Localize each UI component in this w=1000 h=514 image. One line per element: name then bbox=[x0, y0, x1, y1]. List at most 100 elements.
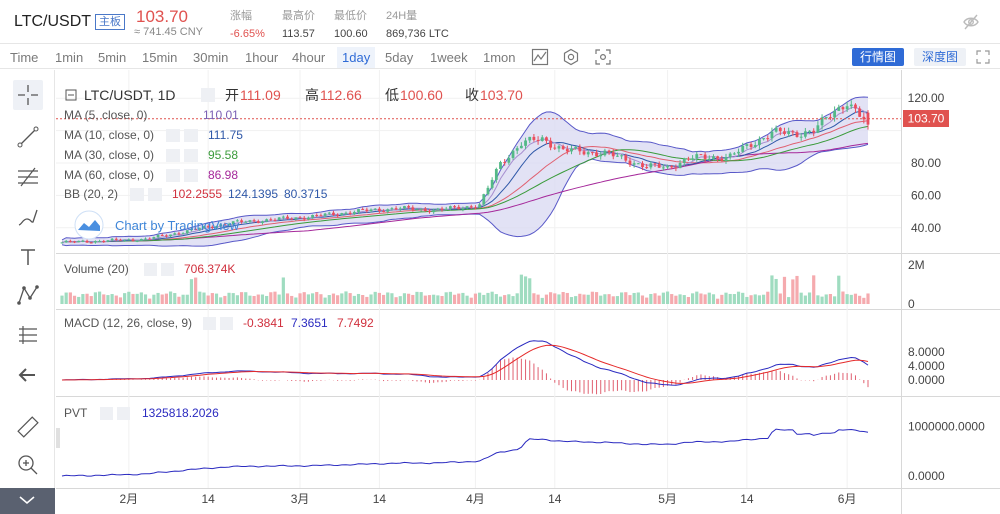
volume-bar bbox=[315, 291, 319, 304]
tab-depth-chart[interactable]: 深度图 bbox=[914, 48, 966, 66]
crosshair-icon[interactable] bbox=[13, 80, 43, 110]
volume-bar bbox=[135, 293, 139, 304]
volume-bar bbox=[473, 293, 478, 304]
volume-bar bbox=[452, 294, 457, 304]
candle-body bbox=[783, 131, 786, 134]
screenshot-icon[interactable] bbox=[594, 48, 612, 66]
candle-body bbox=[411, 207, 415, 210]
candle-body bbox=[144, 238, 147, 240]
candle-body bbox=[482, 194, 486, 205]
tf-5min[interactable]: 5min bbox=[98, 50, 127, 65]
bb-basis-value: 102.2555 bbox=[172, 187, 222, 201]
tf-1mon[interactable]: 1mon bbox=[483, 50, 516, 65]
volume-bar bbox=[398, 296, 402, 304]
pattern-tool-icon[interactable] bbox=[13, 280, 43, 310]
candle-body bbox=[749, 144, 753, 148]
symbol-name[interactable]: LTC/USDT bbox=[14, 13, 92, 30]
prediction-tool-icon[interactable] bbox=[13, 320, 43, 350]
ruler-icon[interactable] bbox=[13, 412, 43, 442]
candle-body bbox=[724, 157, 728, 161]
pvt-value: 1325818.2026 bbox=[142, 406, 219, 420]
volume-bar bbox=[603, 294, 607, 304]
tf-15min[interactable]: 15min bbox=[142, 50, 178, 65]
volume-bar bbox=[118, 297, 123, 304]
tf-1hour[interactable]: 1hour bbox=[245, 50, 279, 65]
collapse-sidebar-icon[interactable] bbox=[0, 488, 55, 514]
collapse-pane-icon[interactable] bbox=[65, 89, 77, 101]
candle-body bbox=[407, 206, 411, 208]
candle-body bbox=[524, 140, 527, 146]
fullscreen-icon[interactable] bbox=[974, 48, 992, 66]
candle-body bbox=[636, 163, 640, 165]
candle-body bbox=[73, 241, 76, 243]
time-tick-label: 6月 bbox=[838, 492, 857, 506]
indicator-icon[interactable] bbox=[531, 48, 549, 66]
volume-bar bbox=[523, 276, 528, 304]
trend-line-icon[interactable] bbox=[13, 122, 43, 152]
volume-bar bbox=[152, 294, 156, 304]
volume-bar bbox=[93, 292, 98, 304]
time-tick-label: 4月 bbox=[466, 492, 485, 506]
candle-body bbox=[444, 208, 448, 210]
volume-bar bbox=[594, 292, 599, 304]
candle-body bbox=[699, 154, 703, 156]
time-tick-label: 14 bbox=[201, 492, 215, 506]
candle-body bbox=[227, 223, 231, 225]
tf-1min[interactable]: 1min bbox=[55, 50, 84, 65]
pvt-tick-label: 1000000.0000 bbox=[908, 419, 985, 433]
volume-bar bbox=[498, 296, 503, 304]
tf-5day[interactable]: 5day bbox=[385, 50, 414, 65]
tf-30min[interactable]: 30min bbox=[193, 50, 229, 65]
arrow-left-icon[interactable] bbox=[13, 360, 43, 390]
candle-body bbox=[286, 216, 289, 219]
volume-bar bbox=[711, 294, 716, 304]
volume-bar bbox=[736, 291, 741, 304]
volume-bar bbox=[574, 296, 578, 304]
candle-body bbox=[657, 163, 661, 168]
ma30-line bbox=[61, 125, 869, 243]
text-tool-icon[interactable] bbox=[13, 242, 43, 272]
candle-body bbox=[578, 146, 582, 152]
candle-body bbox=[177, 233, 181, 235]
volume-bar bbox=[824, 294, 828, 304]
zoom-in-icon[interactable] bbox=[13, 450, 43, 480]
volume-bar bbox=[373, 291, 377, 304]
volume-bar bbox=[423, 295, 427, 304]
tf-1day[interactable]: 1day bbox=[337, 47, 376, 68]
candle-body bbox=[469, 206, 473, 208]
candle-body bbox=[398, 208, 402, 210]
volume-bar bbox=[799, 292, 803, 304]
volume-bar bbox=[536, 294, 540, 304]
volume-bar bbox=[448, 291, 452, 304]
tf-time[interactable]: Time bbox=[10, 50, 39, 65]
ma10-value: 111.75 bbox=[208, 128, 243, 142]
candle-body bbox=[60, 242, 64, 244]
candle-body bbox=[616, 155, 619, 157]
volume-bar bbox=[310, 293, 315, 304]
chart-toolbar: Time 1min 5min 15min 30min 1hour 4hour 1… bbox=[0, 45, 1000, 69]
tf-4hour[interactable]: 4hour bbox=[292, 50, 326, 65]
tf-1week[interactable]: 1week bbox=[430, 50, 468, 65]
candle-body bbox=[766, 138, 770, 140]
brush-icon[interactable] bbox=[13, 202, 43, 232]
volume-legend: Volume (20) 706.374K bbox=[64, 262, 235, 276]
fib-tool-icon[interactable] bbox=[13, 162, 43, 192]
bb-upper-value: 124.1395 bbox=[228, 187, 278, 201]
candle-body bbox=[670, 166, 674, 168]
volume-bar bbox=[252, 295, 256, 304]
candle-body bbox=[574, 146, 578, 149]
tab-candle-chart[interactable]: 行情图 bbox=[852, 48, 904, 66]
settings-gear-icon[interactable] bbox=[562, 48, 580, 66]
candle-body bbox=[261, 221, 264, 223]
legend-settings-icon[interactable] bbox=[201, 88, 215, 102]
volume-bar bbox=[77, 296, 81, 304]
candle-body bbox=[152, 237, 156, 239]
volume-bar bbox=[319, 294, 323, 304]
time-tick-label: 2月 bbox=[119, 492, 138, 506]
stat-volume: 24H量 869,736 LTC bbox=[386, 10, 449, 40]
volume-bar bbox=[285, 293, 290, 304]
hide-eye-icon[interactable] bbox=[962, 13, 980, 31]
volume-bar bbox=[402, 293, 407, 304]
candle-body bbox=[687, 158, 690, 160]
